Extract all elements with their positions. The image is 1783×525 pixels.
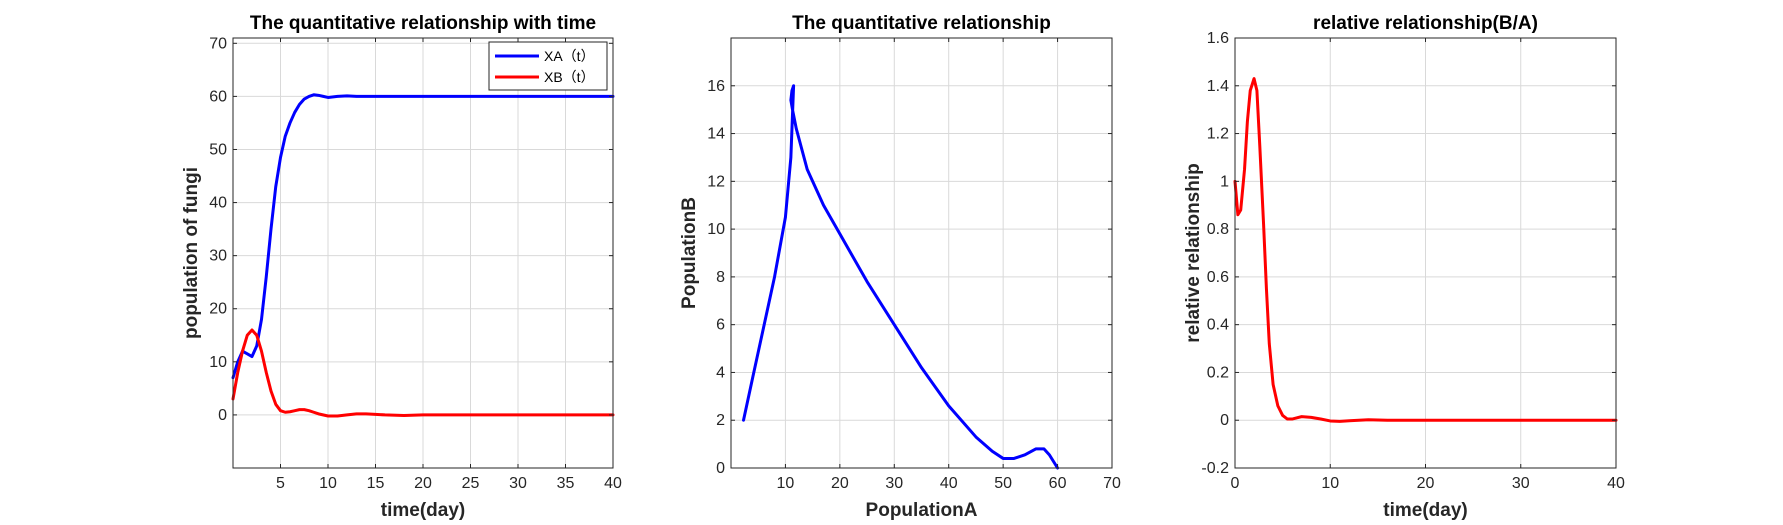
x-axis-label: time(day) <box>1383 500 1467 521</box>
legend-label: XB（t） <box>544 69 595 85</box>
y-axis-label: relative relationship <box>1183 163 1204 343</box>
x-tick-label: 25 <box>462 475 480 492</box>
x-tick-label: 10 <box>777 475 795 492</box>
plot-area: 10 20 30 40 50 60 70 0 2 4 6 8 10 12 14 16 <box>707 37 1121 492</box>
y-tick-label: 4 <box>716 364 725 381</box>
chart-title: relative relationship(B/A) <box>1313 13 1538 34</box>
x-axis-label: PopulationA <box>866 500 978 521</box>
x-tick-label: 20 <box>1417 475 1435 492</box>
plot-area: 0 10 20 30 40-0.200.20.40.60.811.21.41.6 <box>1201 30 1625 492</box>
x-tick-label: 20 <box>414 475 432 492</box>
x-tick-label: 30 <box>885 475 903 492</box>
axes-background <box>730 37 1113 469</box>
y-tick-label: 30 <box>209 248 227 265</box>
legend-label: XA（t） <box>544 48 595 64</box>
y-tick-label: 1 <box>1220 173 1229 190</box>
legend: XA（t） XB（t） <box>488 41 608 91</box>
x-tick-label: 15 <box>367 475 385 492</box>
chart-title: The quantitative relationship with time <box>250 13 596 34</box>
y-axis-label: population of fungi <box>181 167 202 339</box>
y-tick-label: 1.4 <box>1207 78 1229 95</box>
y-tick-label: 0 <box>218 407 227 424</box>
y-tick-label: 70 <box>209 35 227 52</box>
y-tick-label: 1.6 <box>1207 30 1229 47</box>
x-tick-label: 10 <box>319 475 337 492</box>
y-axis-label: PopulationB <box>679 197 700 309</box>
series-line <box>1233 77 1618 423</box>
chart-panel-time-population: 5 10 15 20 25 30 35 40 0 10 20 30 40 50 60 70 The quant… <box>181 13 622 521</box>
y-tick-label: 1.2 <box>1207 126 1229 143</box>
y-tick-label: 10 <box>707 221 725 238</box>
x-tick-label: 10 <box>1321 475 1339 492</box>
x-tick-label: 0 <box>1231 475 1240 492</box>
y-tick-label: 0 <box>716 460 725 477</box>
chart-panel-ratio: 0 10 20 30 40-0.200.20.40.60.811.21.41.6 rel… <box>1183 13 1625 521</box>
x-tick-label: 40 <box>604 475 622 492</box>
y-tick-label: 0.6 <box>1207 269 1229 286</box>
x-tick-label: 35 <box>557 475 575 492</box>
y-tick-label: 40 <box>209 195 227 212</box>
x-tick-label: 50 <box>994 475 1012 492</box>
legend-box <box>488 41 608 91</box>
y-tick-label: 2 <box>716 412 725 429</box>
y-tick-label: 0 <box>1220 412 1229 429</box>
chart-panel-phase-plot: 10 20 30 40 50 60 70 0 2 4 6 8 10 12 14 16 The quantita… <box>679 13 1121 521</box>
series-line <box>231 328 615 418</box>
x-tick-label: 40 <box>940 475 958 492</box>
y-tick-label: 0.2 <box>1207 364 1229 381</box>
y-tick-label: 16 <box>707 78 725 95</box>
x-tick-label: 30 <box>509 475 527 492</box>
x-tick-label: 20 <box>831 475 849 492</box>
y-tick-label: 60 <box>209 88 227 105</box>
y-tick-label: 0.8 <box>1207 221 1229 238</box>
y-tick-label: 6 <box>716 317 725 334</box>
x-tick-label: 5 <box>276 475 285 492</box>
y-tick-label: -0.2 <box>1201 460 1229 477</box>
axes-frame <box>730 37 1113 469</box>
y-tick-label: 50 <box>209 141 227 158</box>
x-tick-label: 60 <box>1049 475 1067 492</box>
series-line <box>742 84 1060 470</box>
x-axis-label: time(day) <box>381 500 465 521</box>
plot-area: 5 10 15 20 25 30 35 40 0 10 20 30 40 50 60 70 <box>209 35 622 492</box>
y-tick-label: 0.4 <box>1207 317 1229 334</box>
x-tick-label: 70 <box>1103 475 1121 492</box>
y-tick-label: 10 <box>209 354 227 371</box>
y-tick-label: 12 <box>707 173 725 190</box>
x-tick-label: 40 <box>1607 475 1625 492</box>
x-tick-label: 30 <box>1512 475 1530 492</box>
y-tick-label: 20 <box>209 301 227 318</box>
y-tick-label: 8 <box>716 269 725 286</box>
chart-title: The quantitative relationship <box>792 13 1051 34</box>
y-tick-label: 14 <box>707 126 725 143</box>
